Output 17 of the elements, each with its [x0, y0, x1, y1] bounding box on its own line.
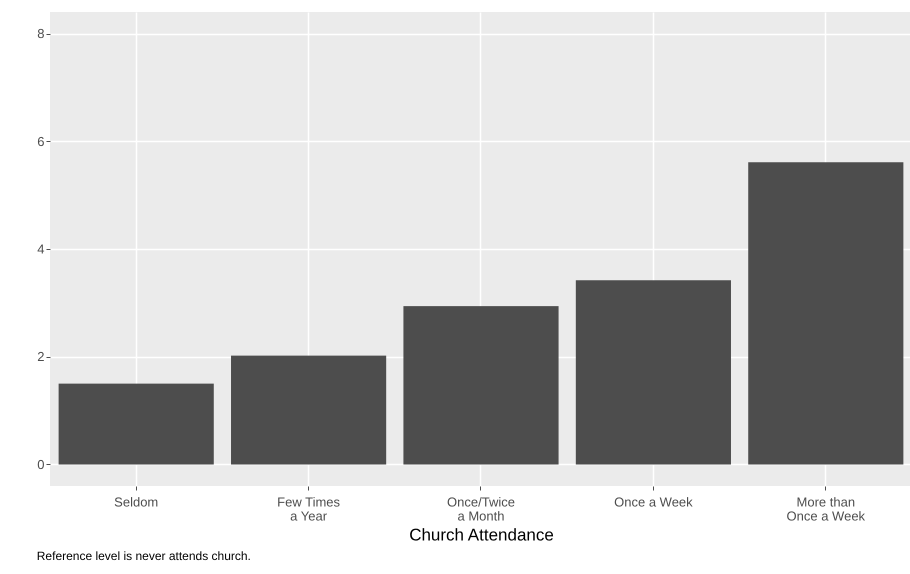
- bar: [748, 162, 904, 464]
- bar: [58, 384, 214, 464]
- y-tick-label: 2: [37, 349, 44, 364]
- text: Reference level is never attends church.: [36, 549, 251, 563]
- x-tick-label: Once a Week: [614, 494, 694, 510]
- y-tick-label: 6: [37, 134, 44, 149]
- x-tick-label: Seldom: [114, 494, 158, 510]
- x-axis-title: Church Attendance: [409, 526, 554, 544]
- x-tick-label: More than Once a Week: [786, 494, 866, 524]
- y-tick-label: 0: [37, 456, 44, 472]
- x-tick-label: Few Times a Year: [277, 494, 341, 524]
- y-tick-label: 8: [37, 26, 44, 42]
- x-tick-label: Once/Twice a Month: [447, 494, 515, 524]
- y-tick-label: 4: [37, 242, 44, 256]
- bar: [231, 356, 386, 464]
- bar: [403, 306, 559, 464]
- bar: [576, 280, 731, 464]
